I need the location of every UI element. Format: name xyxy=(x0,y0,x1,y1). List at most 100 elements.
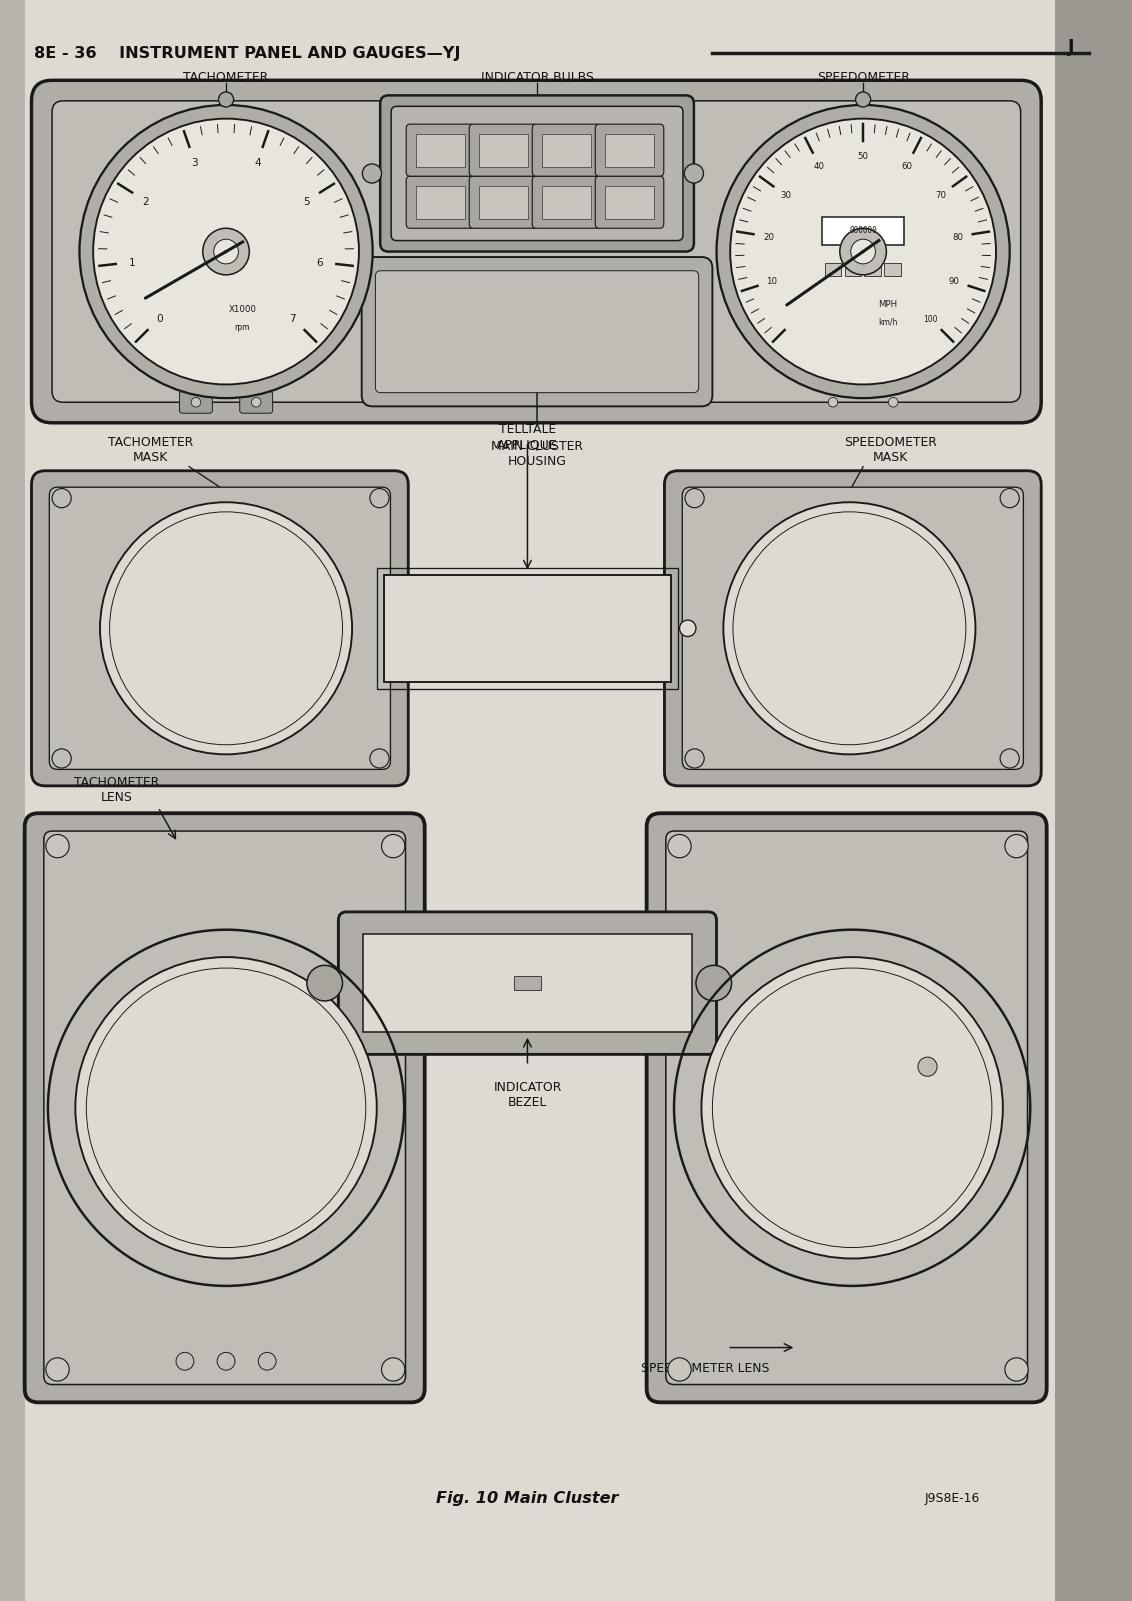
Circle shape xyxy=(685,749,704,768)
Text: J9S8E-16: J9S8E-16 xyxy=(924,1492,979,1505)
Circle shape xyxy=(307,965,342,1001)
FancyBboxPatch shape xyxy=(50,488,391,770)
Circle shape xyxy=(214,240,238,264)
FancyBboxPatch shape xyxy=(380,96,693,251)
Circle shape xyxy=(369,488,388,508)
Circle shape xyxy=(850,240,875,264)
Circle shape xyxy=(46,1358,69,1382)
Text: km/h: km/h xyxy=(877,317,897,327)
Text: SPEEDOMETER: SPEEDOMETER xyxy=(816,70,909,83)
FancyBboxPatch shape xyxy=(681,488,1022,770)
Text: 70: 70 xyxy=(934,191,945,200)
Bar xyxy=(541,186,591,219)
Text: 90: 90 xyxy=(947,277,959,287)
Circle shape xyxy=(839,229,885,275)
Bar xyxy=(604,134,653,167)
Text: 6: 6 xyxy=(317,258,323,267)
Circle shape xyxy=(701,957,1002,1258)
FancyBboxPatch shape xyxy=(532,176,600,229)
Circle shape xyxy=(729,118,995,384)
Text: TACHOMETER: TACHOMETER xyxy=(183,70,268,83)
Text: 100: 100 xyxy=(923,315,937,325)
Circle shape xyxy=(46,834,69,858)
Bar xyxy=(824,263,840,277)
Text: 000000: 000000 xyxy=(849,226,876,235)
Circle shape xyxy=(917,1057,936,1076)
Circle shape xyxy=(855,93,869,107)
Circle shape xyxy=(1004,1358,1027,1382)
Circle shape xyxy=(258,1353,276,1370)
Circle shape xyxy=(93,118,359,384)
Text: 7: 7 xyxy=(290,314,295,323)
Bar xyxy=(479,186,528,219)
Circle shape xyxy=(203,229,249,275)
Text: 0: 0 xyxy=(156,314,162,323)
Circle shape xyxy=(52,488,71,508)
Bar xyxy=(415,186,465,219)
FancyBboxPatch shape xyxy=(532,125,600,176)
Text: INDICATOR
BEZEL: INDICATOR BEZEL xyxy=(492,1081,561,1108)
Text: 10: 10 xyxy=(765,277,777,287)
FancyBboxPatch shape xyxy=(666,831,1027,1385)
Circle shape xyxy=(685,488,704,508)
Bar xyxy=(843,263,860,277)
Bar xyxy=(884,263,900,277)
Bar xyxy=(384,575,671,682)
FancyBboxPatch shape xyxy=(361,258,712,407)
Circle shape xyxy=(715,106,1009,399)
FancyBboxPatch shape xyxy=(469,125,538,176)
FancyBboxPatch shape xyxy=(406,176,474,229)
Circle shape xyxy=(1000,749,1019,768)
Text: 8E - 36    INSTRUMENT PANEL AND GAUGES—YJ: 8E - 36 INSTRUMENT PANEL AND GAUGES—YJ xyxy=(34,46,461,61)
FancyBboxPatch shape xyxy=(469,176,538,229)
FancyBboxPatch shape xyxy=(338,913,715,1055)
Text: MPH: MPH xyxy=(877,299,897,309)
Text: INDICATOR BULBS: INDICATOR BULBS xyxy=(480,70,593,83)
Bar xyxy=(822,218,903,245)
Text: Fig. 10 Main Cluster: Fig. 10 Main Cluster xyxy=(436,1491,618,1507)
Circle shape xyxy=(175,1353,194,1370)
Circle shape xyxy=(251,399,260,407)
Bar xyxy=(604,186,653,219)
FancyBboxPatch shape xyxy=(646,813,1046,1402)
Circle shape xyxy=(695,965,731,1001)
Text: 20: 20 xyxy=(762,232,773,242)
FancyBboxPatch shape xyxy=(391,107,683,242)
Text: 1: 1 xyxy=(129,258,136,267)
Text: 3: 3 xyxy=(191,158,198,168)
FancyBboxPatch shape xyxy=(44,831,405,1385)
FancyBboxPatch shape xyxy=(406,125,474,176)
Bar xyxy=(479,134,528,167)
Circle shape xyxy=(827,399,837,407)
Circle shape xyxy=(667,834,691,858)
Text: 80: 80 xyxy=(952,232,962,242)
Text: 40: 40 xyxy=(814,162,824,171)
Circle shape xyxy=(100,503,352,754)
Circle shape xyxy=(381,834,404,858)
Circle shape xyxy=(369,749,388,768)
Circle shape xyxy=(722,503,975,754)
FancyBboxPatch shape xyxy=(375,271,698,394)
FancyBboxPatch shape xyxy=(179,392,212,413)
Bar xyxy=(415,134,465,167)
Circle shape xyxy=(217,1353,234,1370)
FancyBboxPatch shape xyxy=(25,813,424,1402)
Bar xyxy=(1054,0,1132,1601)
Circle shape xyxy=(1004,834,1027,858)
Circle shape xyxy=(79,106,372,399)
Text: 5: 5 xyxy=(302,197,309,207)
Text: TACHOMETER
LENS: TACHOMETER LENS xyxy=(74,776,158,804)
Circle shape xyxy=(218,93,233,107)
FancyBboxPatch shape xyxy=(594,176,663,229)
Text: X1000: X1000 xyxy=(229,306,256,314)
Circle shape xyxy=(191,399,200,407)
Text: 60: 60 xyxy=(900,162,911,171)
Text: J: J xyxy=(1067,37,1073,56)
Text: TACHOMETER
MASK: TACHOMETER MASK xyxy=(108,437,194,464)
Circle shape xyxy=(887,399,898,407)
Circle shape xyxy=(362,165,381,184)
Text: rpm: rpm xyxy=(234,323,250,331)
Bar xyxy=(362,933,692,1033)
Circle shape xyxy=(679,621,695,637)
Text: 4: 4 xyxy=(254,158,260,168)
